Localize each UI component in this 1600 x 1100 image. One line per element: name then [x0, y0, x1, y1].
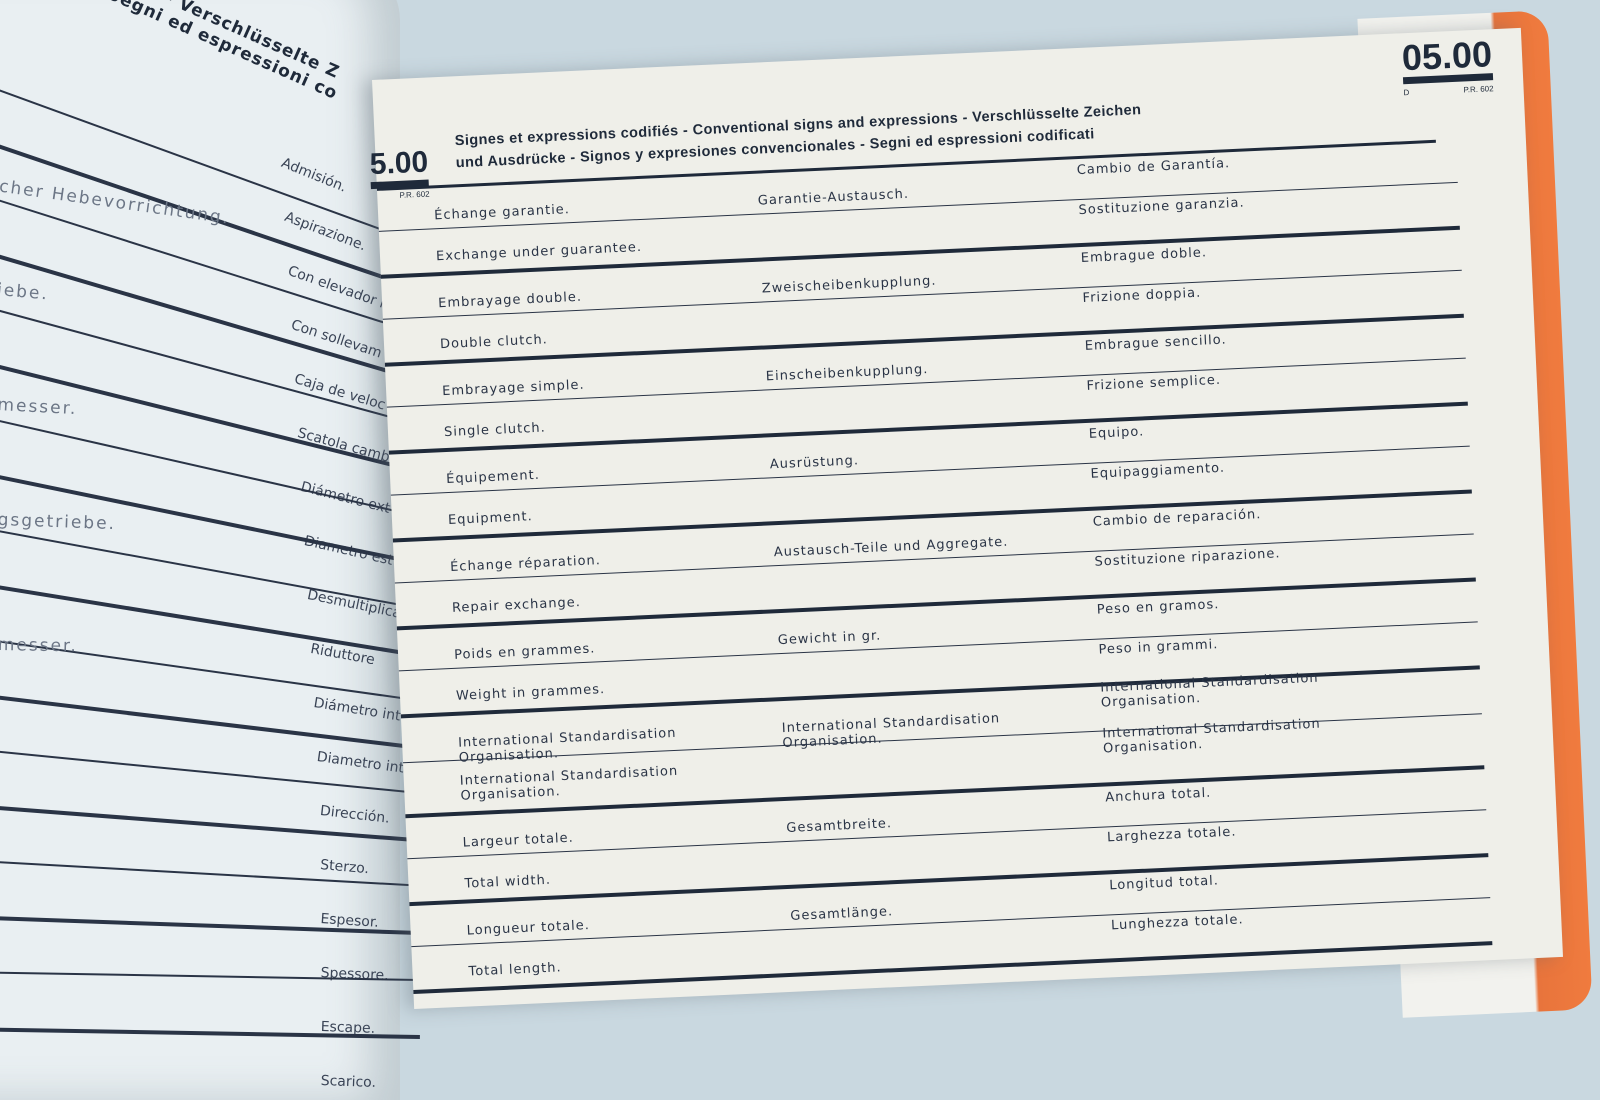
term-french: International Standardisation Organisati… [457, 725, 677, 766]
left-term: Dirección. [319, 803, 391, 827]
terms-table: Échange garantie. Exchange under guarante… [377, 141, 1493, 995]
term-spanish: Cambio de Garantía. [1076, 156, 1231, 179]
left-rule [0, 411, 409, 515]
left-page-code: 5.00 [369, 145, 429, 182]
term-german: Garantie-Austausch. [757, 186, 910, 209]
left-german-term: messer. [0, 635, 79, 657]
term-english: Double clutch. [439, 332, 549, 353]
term-german: Ausrüstung. [769, 453, 860, 473]
term-spanish: Anchura total. [1104, 785, 1212, 806]
term-spanish: Cambio de reparación. [1092, 507, 1262, 530]
term-german: Einscheibenkupplung. [765, 362, 929, 385]
term-spanish: Equipo. [1088, 424, 1145, 442]
page-code: 05.00 [1401, 33, 1493, 79]
page-code-letter: D [1403, 87, 1410, 98]
left-term: Scarico. [320, 1073, 377, 1091]
term-italian: Frizione doppia. [1082, 285, 1202, 306]
row-divider [390, 445, 1470, 496]
term-italian: Frizione semplice. [1086, 372, 1222, 394]
term-italian: International Standardisation Organisati… [1102, 716, 1322, 757]
page-code-block: 05.00 D P.R. 602 [1401, 33, 1494, 97]
term-french: Échange garantie. [433, 202, 571, 224]
term-italian: Larghezza totale. [1106, 824, 1237, 846]
term-french: Poids en grammes. [453, 641, 596, 663]
term-german: Zweischeibenkupplung. [761, 273, 937, 297]
term-italian: Equipaggiamento. [1090, 460, 1226, 482]
term-english: Total length. [468, 960, 562, 980]
term-spanish: Embrague sencillo. [1084, 332, 1227, 354]
left-page: ons - Verschlüsselte Z Segni ed espressi… [0, 0, 420, 1100]
term-german: Gesamtbreite. [786, 816, 893, 836]
term-english: International Standardisation Organisati… [459, 763, 679, 804]
right-page: 05.00 D P.R. 602 5.00 P.R. 602 Signes et… [369, 27, 1564, 1010]
term-english: Equipment. [447, 509, 534, 528]
left-term: Spessore. [320, 965, 389, 984]
term-german: Gewicht in gr. [777, 628, 882, 649]
term-french: Largeur totale. [462, 830, 575, 851]
term-english: Exchange under guarantee. [435, 239, 643, 265]
term-english: Weight in grammes. [455, 682, 606, 704]
term-english: Single clutch. [443, 420, 547, 441]
term-italian: Lunghezza totale. [1110, 912, 1244, 934]
left-term: Admisión. [279, 155, 349, 196]
term-german: Gesamtlänge. [790, 904, 894, 924]
left-german-term: gsgetriebe. [0, 510, 117, 535]
term-spanish: Peso en gramos. [1096, 597, 1220, 618]
left-term: Diámetro int [312, 695, 402, 725]
left-rule [0, 691, 417, 750]
left-german-term: messer. [0, 395, 78, 420]
left-page-header: ons - Verschlüsselte Z Segni ed espressi… [105, 0, 349, 104]
term-german: International Standardisation Organisati… [781, 711, 1001, 752]
term-french: Longueur totale. [466, 917, 591, 939]
term-italian: Peso in grammi. [1098, 637, 1219, 658]
term-spanish: Embrague doble. [1080, 245, 1208, 267]
left-german-term: iebe. [0, 280, 50, 305]
term-french: Embrayage simple. [441, 377, 585, 400]
left-term: Sterzo. [319, 857, 370, 878]
left-term: Diametro int [315, 749, 405, 777]
term-spanish: Longitud total. [1108, 873, 1220, 894]
term-french: Échange réparation. [449, 553, 602, 575]
page-ref: P.R. 602 [1463, 84, 1494, 95]
term-french: Embrayage double. [437, 289, 583, 312]
term-english: Repair exchange. [451, 595, 582, 616]
term-english: Total width. [464, 872, 552, 892]
term-french: Équipement. [445, 467, 541, 488]
